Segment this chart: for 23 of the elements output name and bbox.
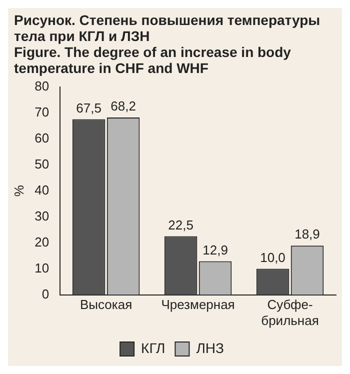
data-label: 12,9 [202,242,228,258]
legend-label: КГЛ [141,340,166,356]
chart-title: Рисунок. Степень повышения температуры тела при КГЛ и ЛЗН [14,12,322,44]
data-label: 10,0 [260,250,286,265]
data-label: 67,5 [76,100,102,116]
y-tick-label: 70 [34,104,50,120]
y-tick-label: 60 [34,130,50,146]
legend-label: ЛНЗ [196,340,224,356]
x-tick-label: Субфе- брильная [261,297,319,328]
y-tick-label: 10 [34,260,50,276]
x-tick-label: Высокая [80,297,132,312]
y-tick-label: 50 [34,156,50,172]
y-tick-label: 80 [34,78,50,94]
data-label: 18,9 [294,226,320,242]
y-tick-label: 40 [34,182,50,198]
y-tick-label: 20 [34,234,50,250]
x-tick-label: Чрезмерная [161,297,235,312]
data-label: 22,5 [168,217,194,232]
y-tick-label: 0 [42,286,50,302]
y-tick-label: 30 [34,208,50,224]
chart-subtitle: Figure. The degree of an increase in body temperature in CHF and WHF [14,44,292,76]
y-axis-title: % [11,184,26,197]
data-label: 68,2 [110,98,136,114]
